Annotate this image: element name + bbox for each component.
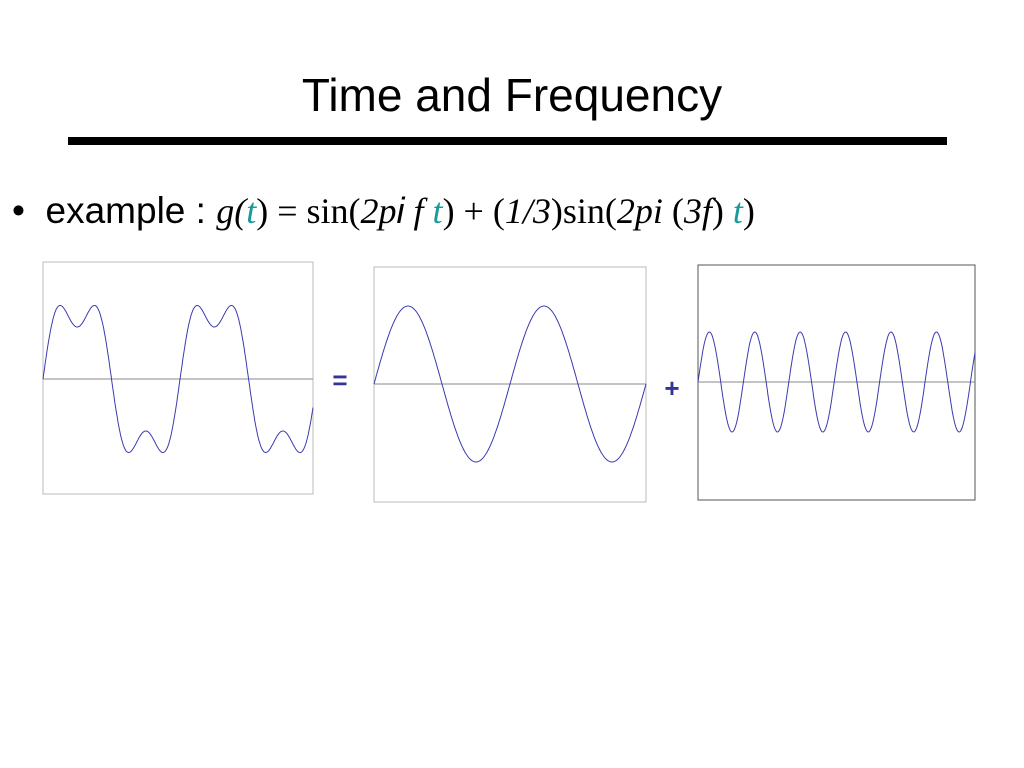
formula-part: f [404, 191, 433, 231]
formula-part: 1/3 [504, 191, 551, 231]
equals-sign: = [332, 365, 347, 395]
formula-part: t [246, 191, 257, 231]
bullet-dot: • [12, 190, 46, 231]
slide-title: Time and Frequency [301, 69, 723, 121]
formula-part: 2pi [616, 191, 663, 231]
formula-part: ) [742, 191, 755, 231]
formula-part: )sin( [550, 191, 617, 231]
waveform [373, 305, 647, 463]
formula-part: ) [711, 191, 733, 231]
formula-part: i [396, 190, 405, 231]
bullet: • example : g(t) = sin(2pi f t) + (1/3)s… [12, 190, 755, 232]
bullet-label: example : [45, 190, 217, 231]
formula-part: g( [216, 191, 247, 231]
plus-sign: + [664, 373, 679, 403]
title-rule [68, 137, 947, 145]
formula-part: t [432, 191, 443, 231]
formula-part: t [732, 191, 743, 231]
formula-part: 3f [683, 191, 712, 231]
formula-part: 2p [360, 191, 397, 231]
formula: g(t) = sin(2pi f t) + (1/3)sin(2pi (3f) … [216, 190, 755, 231]
waveform [42, 305, 314, 454]
formula-part: ) + ( [442, 191, 505, 231]
formula-part: ( [662, 191, 684, 231]
waveform [697, 331, 976, 433]
plot-frame [42, 261, 314, 495]
formula-part: ) = sin( [256, 191, 361, 231]
